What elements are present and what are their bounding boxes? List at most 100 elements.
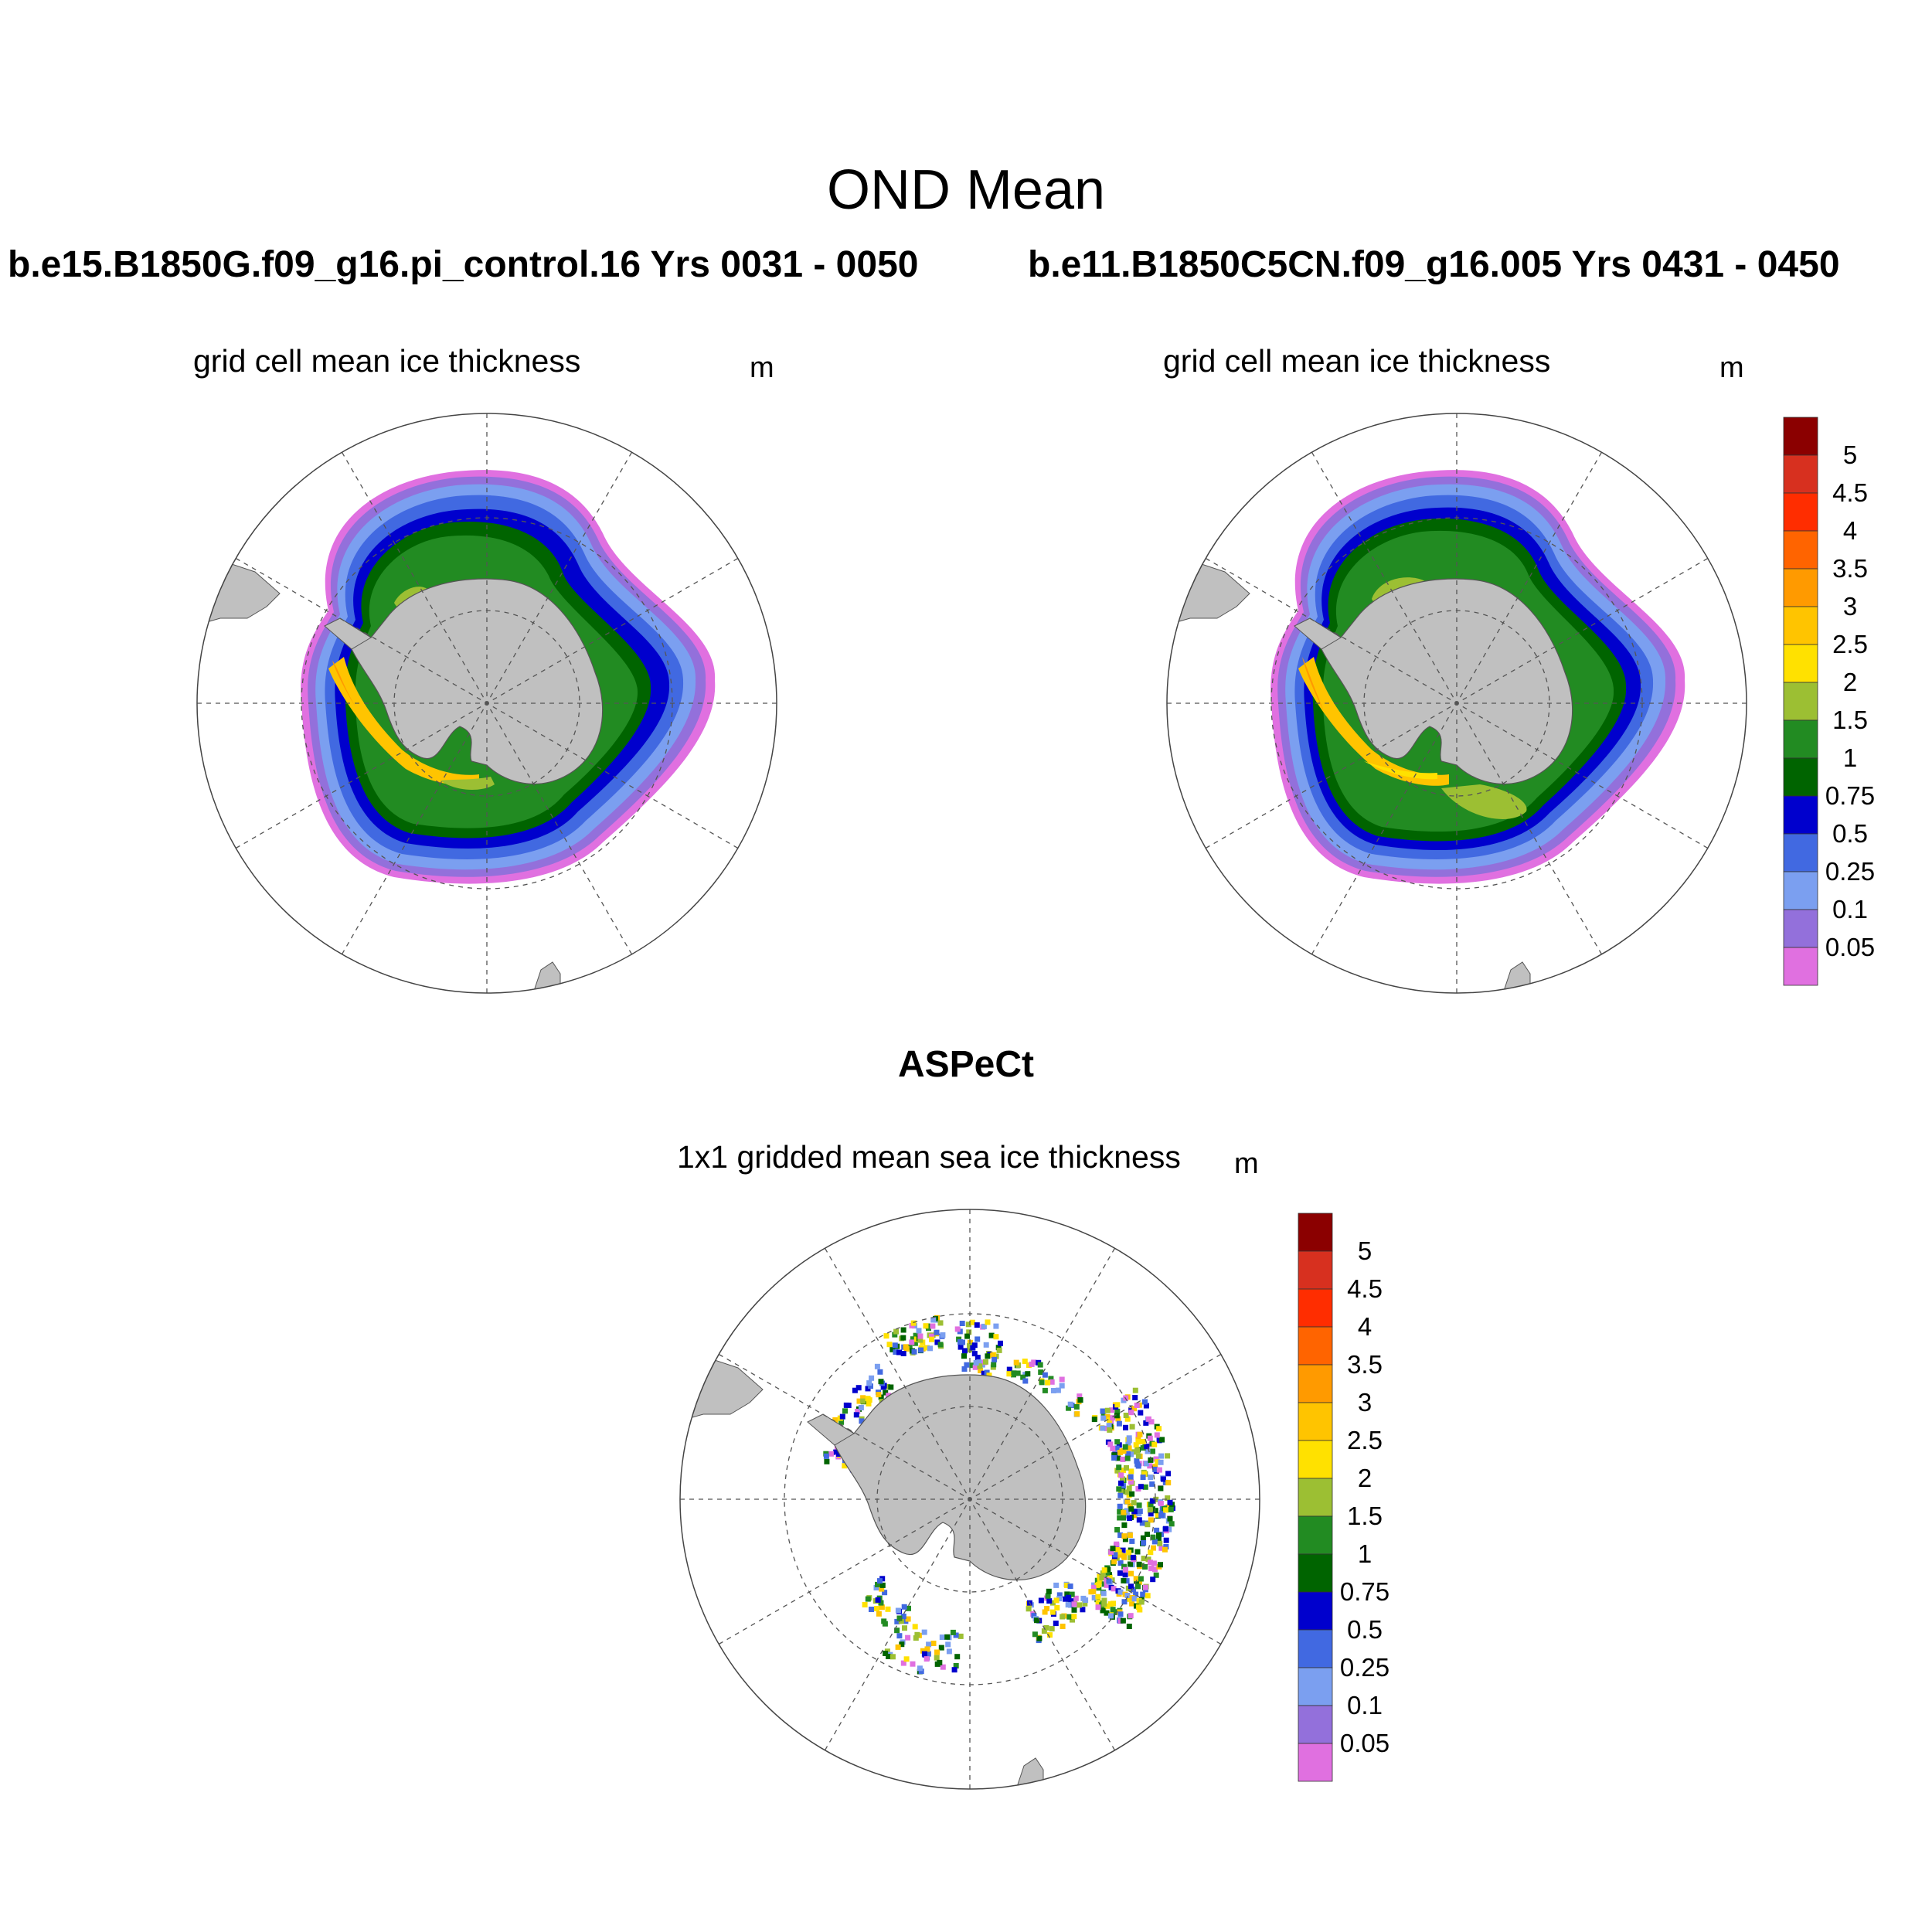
- observation-cell: [892, 1332, 898, 1338]
- observation-cell: [1137, 1607, 1143, 1613]
- observation-cell: [1129, 1491, 1135, 1497]
- observation-cell: [1162, 1546, 1168, 1553]
- observation-cell: [1114, 1402, 1121, 1408]
- observation-cell: [1080, 1607, 1086, 1613]
- observation-cell: [1095, 1594, 1101, 1600]
- observation-cell: [914, 1631, 920, 1638]
- observation-cell: [1032, 1631, 1038, 1638]
- observation-cell: [1143, 1420, 1149, 1426]
- colorbar-swatch: [1783, 795, 1818, 835]
- observation-cell: [978, 1368, 984, 1373]
- observation-cell: [1120, 1547, 1126, 1553]
- observation-cell: [1123, 1566, 1128, 1573]
- polar-map-left: [196, 413, 777, 994]
- observation-cell: [1064, 1591, 1070, 1597]
- observation-cell: [1124, 1455, 1131, 1461]
- observation-cell: [966, 1329, 972, 1335]
- observation-cell: [1147, 1463, 1153, 1469]
- observation-cell: [1143, 1403, 1149, 1409]
- observation-cell: [900, 1327, 906, 1333]
- observation-cell: [896, 1615, 903, 1621]
- observation-cell: [1015, 1370, 1021, 1376]
- observation-cell: [1148, 1566, 1155, 1572]
- observation-cell: [883, 1389, 889, 1396]
- panel-right-variable-label: grid cell mean ice thickness: [1163, 343, 1551, 379]
- observation-cell: [1121, 1533, 1128, 1539]
- antarctica-land: [832, 1374, 1087, 1580]
- observation-cell: [1147, 1435, 1153, 1441]
- observation-cell: [1165, 1471, 1172, 1477]
- observation-cell: [877, 1369, 883, 1375]
- observation-cell: [1148, 1549, 1154, 1556]
- observation-cell: [984, 1369, 990, 1376]
- observation-cell: [1116, 1486, 1122, 1492]
- observation-cell: [903, 1344, 909, 1350]
- observation-cell: [1126, 1549, 1132, 1556]
- observation-cell: [1049, 1600, 1056, 1606]
- observation-cell: [975, 1355, 981, 1361]
- observation-cell: [1156, 1437, 1162, 1444]
- colorbar-swatch: [1298, 1364, 1333, 1403]
- observation-cell: [1108, 1549, 1114, 1555]
- observation-cell: [1055, 1387, 1061, 1393]
- observation-cell: [1132, 1509, 1138, 1515]
- observation-cell: [900, 1660, 906, 1666]
- map-boundary-right: [1166, 413, 1747, 994]
- observation-cell: [976, 1359, 982, 1366]
- observation-cell: [1042, 1372, 1048, 1378]
- observation-cell: [1049, 1379, 1055, 1385]
- observation-cell: [929, 1333, 935, 1339]
- observation-cell: [1095, 1604, 1101, 1611]
- observation-cell: [1163, 1544, 1169, 1549]
- observation-cell: [900, 1614, 906, 1619]
- observation-cell: [862, 1602, 868, 1607]
- observation-cell: [1090, 1584, 1097, 1590]
- observation-cell: [1066, 1614, 1073, 1620]
- observation-cell: [917, 1337, 923, 1343]
- colorbar-swatch: [1298, 1667, 1333, 1706]
- colorbar-swatch: [1783, 454, 1818, 494]
- observation-cell: [1154, 1527, 1160, 1533]
- observation-cell: [1124, 1416, 1131, 1422]
- observation-cell: [1127, 1532, 1133, 1538]
- observation-cell: [1114, 1445, 1120, 1451]
- observation-cell: [930, 1323, 936, 1329]
- colorbar-swatch: [1298, 1288, 1333, 1328]
- observation-cell: [1100, 1408, 1106, 1414]
- observation-cell: [892, 1342, 898, 1349]
- observation-cell: [945, 1641, 951, 1648]
- observation-cell: [1045, 1379, 1051, 1386]
- colorbar-tick-label: 0.25: [1825, 857, 1875, 886]
- observation-cell: [1138, 1484, 1144, 1490]
- observation-cell: [1118, 1480, 1124, 1486]
- observation-cell: [1122, 1444, 1128, 1450]
- colorbar-bottom: 5 4.5 4 3.5 3 2.5 2 1.5 1 0.75 0.5 0.25 0.1 0.05: [1298, 1213, 1389, 1782]
- observation-cell: [1100, 1415, 1107, 1421]
- observation-cell: [910, 1320, 917, 1326]
- colorbar-tick-label: 3: [1843, 592, 1857, 621]
- observation-cell: [869, 1375, 875, 1381]
- figure-title: OND Mean: [826, 159, 1106, 221]
- observation-cell: [1045, 1593, 1051, 1599]
- observation-cell: [1104, 1407, 1111, 1413]
- observation-cell: [1142, 1484, 1148, 1490]
- observation-cell: [961, 1348, 968, 1354]
- observation-cell: [1053, 1597, 1060, 1604]
- colorbar-swatch: [1783, 492, 1818, 532]
- observation-cell: [1117, 1552, 1124, 1558]
- observation-cell: [1156, 1467, 1162, 1473]
- observation-cell: [1090, 1588, 1097, 1594]
- observation-cell: [1026, 1606, 1032, 1612]
- observation-cell: [991, 1362, 997, 1368]
- observations-units-label: m: [1234, 1148, 1259, 1180]
- observation-cell: [1120, 1476, 1125, 1482]
- observation-cell: [1056, 1596, 1063, 1602]
- observation-cell: [937, 1659, 943, 1665]
- observation-cell: [1115, 1455, 1121, 1461]
- observation-cell: [964, 1333, 971, 1339]
- observation-cell: [1121, 1522, 1128, 1528]
- observation-cell: [1142, 1564, 1148, 1570]
- colorbar-swatch: [1783, 909, 1818, 948]
- observation-cell: [1053, 1621, 1059, 1627]
- observation-cell: [1100, 1425, 1106, 1431]
